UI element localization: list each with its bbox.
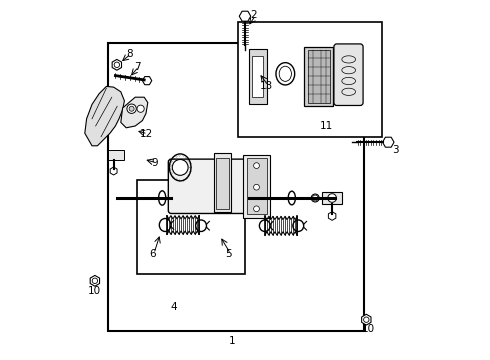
Text: 4: 4 xyxy=(171,302,177,312)
Text: 12: 12 xyxy=(139,129,152,139)
Text: 10: 10 xyxy=(362,324,375,334)
Bar xyxy=(215,153,231,212)
Circle shape xyxy=(254,184,259,190)
Circle shape xyxy=(364,317,369,323)
Text: 2: 2 xyxy=(251,10,257,20)
Text: 7: 7 xyxy=(134,62,140,72)
Circle shape xyxy=(254,206,259,212)
Text: 5: 5 xyxy=(225,249,232,259)
Bar xyxy=(238,22,382,137)
Circle shape xyxy=(328,194,337,202)
Bar xyxy=(308,50,330,103)
Text: 13: 13 xyxy=(260,81,273,91)
Bar xyxy=(252,56,263,97)
Text: 8: 8 xyxy=(126,49,132,59)
Bar xyxy=(248,49,267,104)
Text: 10: 10 xyxy=(88,286,101,296)
FancyBboxPatch shape xyxy=(169,159,251,213)
Circle shape xyxy=(254,163,259,168)
Ellipse shape xyxy=(311,194,319,202)
Circle shape xyxy=(312,195,318,201)
Circle shape xyxy=(92,278,98,284)
Text: 6: 6 xyxy=(149,249,155,259)
Bar xyxy=(304,47,333,106)
Bar xyxy=(108,150,124,160)
Bar xyxy=(108,43,364,331)
Circle shape xyxy=(114,62,120,68)
Text: 1: 1 xyxy=(229,336,236,346)
Bar xyxy=(247,158,267,214)
Bar xyxy=(322,192,342,204)
Circle shape xyxy=(127,104,136,113)
Circle shape xyxy=(129,106,134,111)
Text: 9: 9 xyxy=(151,158,158,168)
Polygon shape xyxy=(85,86,124,146)
FancyBboxPatch shape xyxy=(334,44,363,105)
Polygon shape xyxy=(121,97,148,128)
Bar xyxy=(243,155,270,218)
Bar xyxy=(137,180,245,274)
Circle shape xyxy=(172,159,188,175)
Bar xyxy=(216,158,229,209)
Circle shape xyxy=(137,105,144,112)
Text: 11: 11 xyxy=(320,121,333,131)
Text: 3: 3 xyxy=(392,145,399,156)
